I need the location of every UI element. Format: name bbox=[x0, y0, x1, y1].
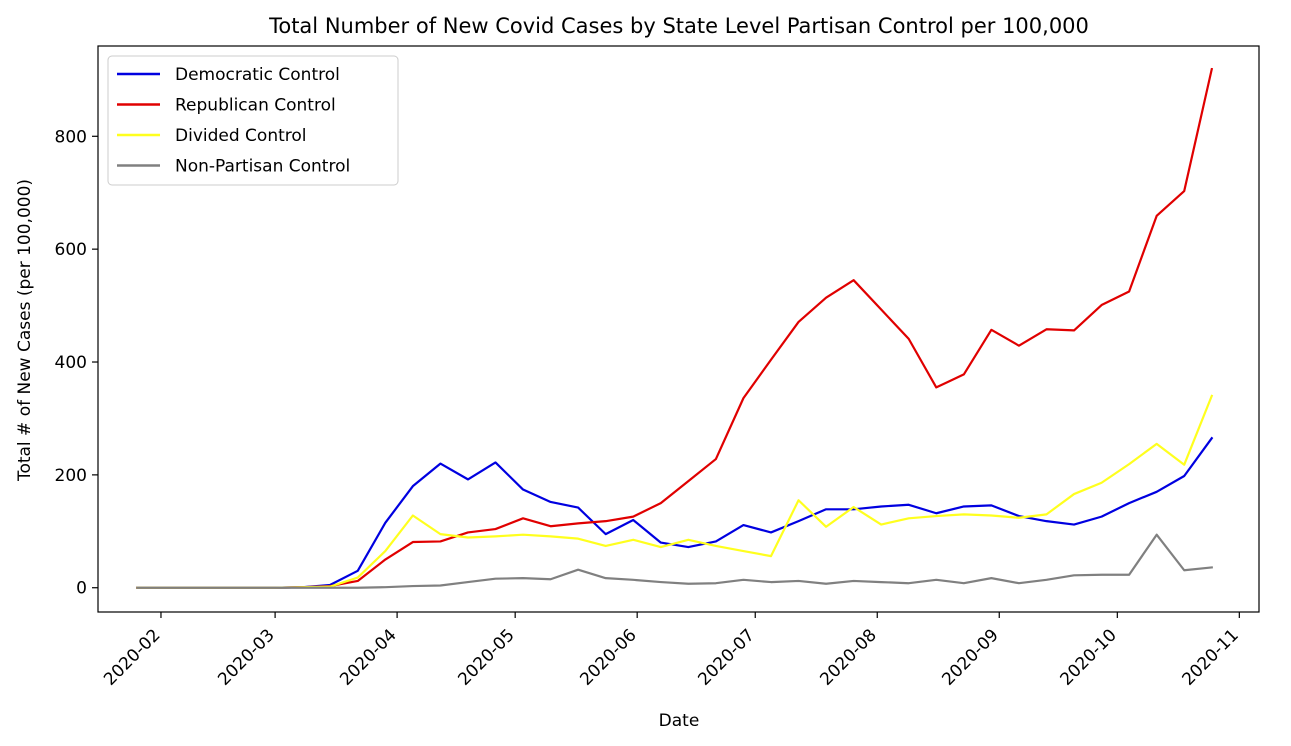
x-tick-label: 2020-05 bbox=[454, 625, 518, 689]
series-layer bbox=[136, 67, 1214, 589]
chart-title: Total Number of New Covid Cases by State… bbox=[268, 14, 1089, 38]
legend-label: Divided Control bbox=[175, 126, 307, 146]
legend-label: Republican Control bbox=[175, 96, 336, 116]
y-tick-label: 200 bbox=[55, 466, 87, 486]
x-tick-label: 2020-04 bbox=[336, 625, 400, 689]
x-tick-label: 2020-09 bbox=[938, 625, 1002, 689]
y-axis-label: Total # of New Cases (per 100,000) bbox=[15, 179, 35, 482]
x-tick-label: 2020-03 bbox=[214, 625, 278, 689]
x-axis: 2020-02 2020-03 2020-04 2020-05 2020-06 2020-… bbox=[100, 612, 1243, 690]
y-axis: 0 200 400 600 800 bbox=[55, 127, 98, 599]
x-tick-label: 2020-02 bbox=[100, 625, 164, 689]
legend-box bbox=[107, 55, 399, 186]
legend-items: Democratic Control Republican Control Divi… bbox=[117, 65, 350, 177]
x-tick-label: 2020-11 bbox=[1178, 625, 1242, 689]
x-tick-label: 2020-07 bbox=[694, 625, 758, 689]
legend-label: Democratic Control bbox=[175, 65, 340, 85]
x-tick-label: 2020-10 bbox=[1056, 625, 1120, 689]
legend-label: Non-Partisan Control bbox=[175, 157, 350, 177]
x-axis-label: Date bbox=[659, 711, 700, 731]
x-tick-label: 2020-08 bbox=[816, 625, 880, 689]
series-line-3 bbox=[136, 533, 1213, 589]
y-tick-label: 600 bbox=[55, 240, 87, 260]
legend: Democratic Control Republican Control Divi… bbox=[107, 55, 399, 186]
y-tick-label: 800 bbox=[55, 127, 87, 147]
y-tick-label: 0 bbox=[76, 579, 87, 599]
y-tick-label: 400 bbox=[55, 353, 87, 373]
x-tick-label: 2020-06 bbox=[576, 625, 640, 689]
